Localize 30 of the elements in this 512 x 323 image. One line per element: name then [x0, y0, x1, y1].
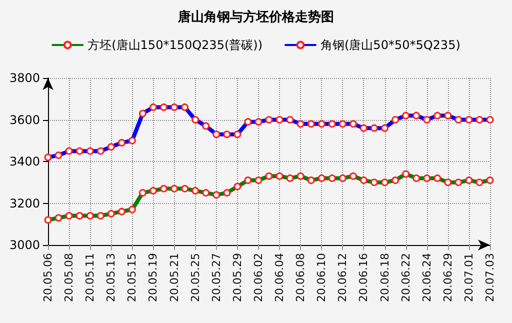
x-tick-label: 20.06.12 [336, 253, 350, 302]
x-tick-label: 20.06.16 [357, 253, 370, 302]
x-tick-label: 20.05.25 [188, 253, 202, 302]
x-tick-label: 20.05.11 [84, 253, 97, 302]
x-tick-label: 20.05.08 [62, 253, 76, 302]
x-tick-label: 20.06.02 [252, 253, 265, 302]
y-tick-label: 3200 [9, 196, 40, 210]
chart-title: 唐山角钢与方坯价格走势图 [177, 9, 334, 25]
x-tick-label: 20.07.03 [484, 253, 496, 302]
x-tick-label: 20.05.19 [146, 253, 160, 302]
x-tick-label: 20.05.29 [230, 253, 244, 302]
y-tick-label: 3000 [9, 238, 40, 252]
x-tick-label: 20.05.15 [126, 253, 139, 302]
x-tick-label: 20.05.13 [104, 253, 118, 302]
y-tick-label: 3400 [9, 154, 40, 168]
x-tick-label: 20.06.29 [441, 253, 454, 302]
legend-label: 方坯(唐山150*150Q235(普碳)) [88, 38, 263, 52]
x-tick-label: 20.06.18 [378, 253, 392, 302]
y-tick-label: 3800 [9, 71, 40, 85]
x-tick-label: 20.07.01 [462, 253, 476, 302]
x-tick-label: 20.06.24 [420, 253, 434, 302]
x-tick-label: 20.05.06 [42, 253, 54, 302]
x-tick-label: 20.06.08 [294, 253, 308, 302]
x-tick-label: 20.05.21 [168, 253, 181, 302]
x-tick-label: 20.06.22 [399, 253, 412, 302]
x-tick-label: 20.06.04 [273, 253, 286, 302]
x-tick-label: 20.06.10 [315, 253, 328, 302]
legend-label: 角钢(唐山50*50*5Q235) [320, 38, 460, 52]
y-tick-label: 3600 [9, 112, 40, 127]
x-tick-label: 20.05.27 [210, 253, 223, 302]
